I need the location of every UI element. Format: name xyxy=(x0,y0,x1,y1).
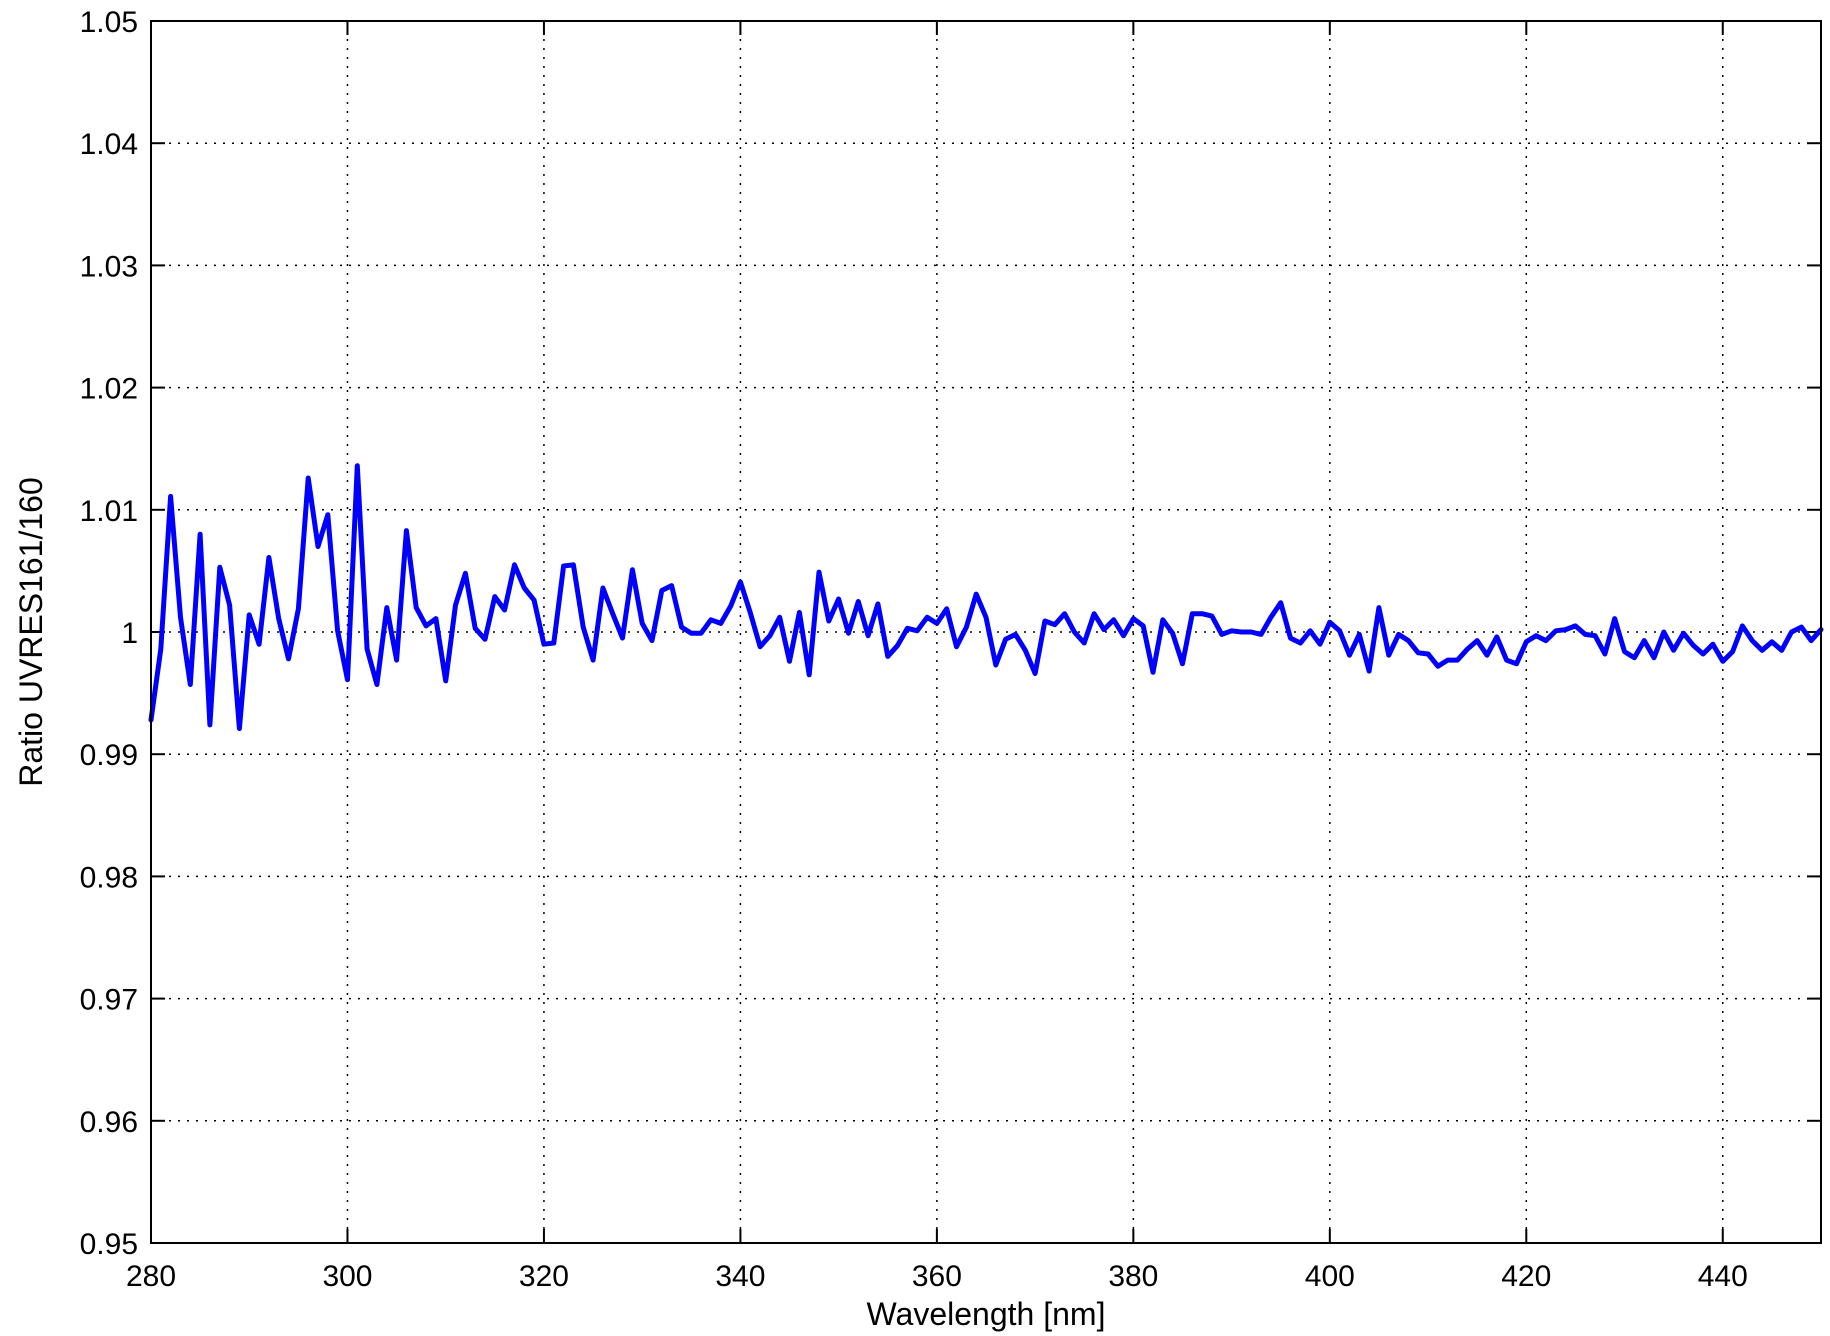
plot-area xyxy=(151,21,1821,1243)
x-tick-label: 400 xyxy=(1305,1260,1355,1293)
y-tick-label: 1.02 xyxy=(80,373,138,406)
x-tick-label: 420 xyxy=(1501,1260,1551,1293)
x-tick-label: 440 xyxy=(1698,1260,1748,1293)
y-tick-labels: 0.95 0.96 0.97 0.98 0.99 1 1.01 1.02 1.03 1.04 1.0… xyxy=(80,6,138,1261)
y-tick-label: 0.95 xyxy=(80,1228,138,1261)
plot-frame xyxy=(150,20,1822,1244)
y-tick-label: 1 xyxy=(121,617,138,650)
series-line xyxy=(148,463,1824,731)
y-tick-label: 1.04 xyxy=(80,128,138,161)
y-tick-label: 0.99 xyxy=(80,739,138,772)
y-tick-label: 0.96 xyxy=(80,1106,138,1139)
x-tick-label: 320 xyxy=(519,1260,569,1293)
y-tick-label: 0.98 xyxy=(80,861,138,894)
y-tick-label: 0.97 xyxy=(80,984,138,1017)
x-tick-label: 280 xyxy=(126,1260,176,1293)
y-axis-label: Ratio UVRES161/160 xyxy=(13,477,49,787)
x-tick-label: 340 xyxy=(715,1260,765,1293)
x-tick-label: 360 xyxy=(912,1260,962,1293)
axis-ticks xyxy=(150,20,1821,1244)
y-tick-label: 1.01 xyxy=(80,495,138,528)
x-tick-labels: 280 300 320 340 360 380 400 420 440 xyxy=(126,1260,1748,1293)
y-tick-label: 1.03 xyxy=(80,250,138,283)
y-tick-label: 1.05 xyxy=(80,6,138,39)
x-axis-label: Wavelength [nm] xyxy=(867,1296,1106,1332)
x-tick-label: 300 xyxy=(322,1260,372,1293)
x-tick-label: 380 xyxy=(1108,1260,1158,1293)
grid-lines xyxy=(151,21,1821,1243)
